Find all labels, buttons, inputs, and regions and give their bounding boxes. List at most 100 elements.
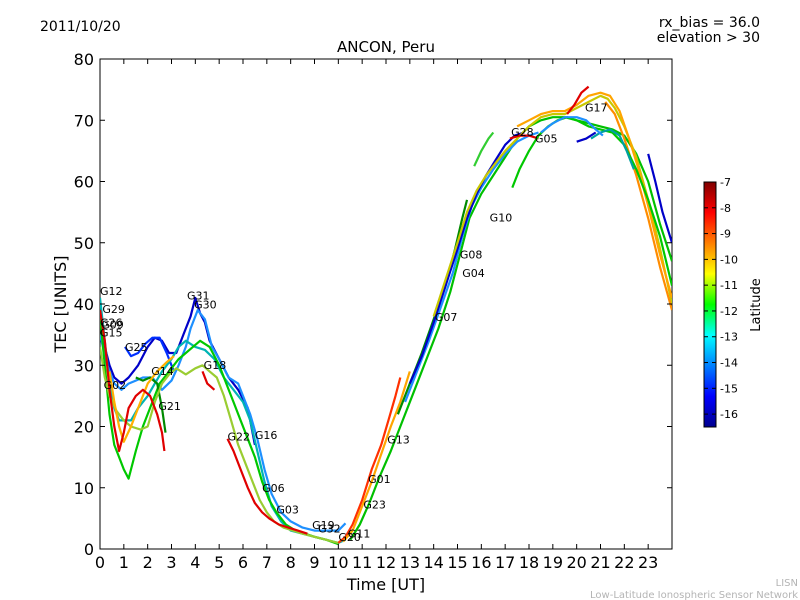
colorbar	[703, 181, 717, 428]
series-line-13	[349, 116, 672, 541]
y-tick-label: 60	[74, 173, 94, 192]
x-tick-label: 14	[423, 553, 443, 572]
series-line-5	[135, 376, 167, 433]
series-layer	[100, 85, 672, 546]
chart-title: ANCON, Peru	[337, 38, 435, 56]
series-line-25	[576, 131, 597, 143]
series-line-11	[337, 377, 402, 544]
satellite-label: G20	[338, 531, 361, 544]
x-tick-label: 9	[309, 553, 319, 572]
satellite-label: G29	[102, 303, 125, 316]
satellite-label: G04	[462, 267, 485, 280]
satellite-label: G26	[100, 317, 123, 330]
x-tick-label: 12	[376, 553, 396, 572]
x-tick-label: 19	[543, 553, 563, 572]
x-tick-label: 17	[495, 553, 515, 572]
x-tick-label: 21	[590, 553, 610, 572]
y-tick-label: 10	[74, 479, 94, 498]
colorbar-tick-label: -13	[720, 331, 738, 344]
axes-layer: 0 1 2 3 4 5 6 7 8 9 10 11 12 13 14 15 16 17 18 19 20 21 22 2301…	[74, 50, 672, 572]
series-line-8	[100, 309, 166, 453]
colorbar-tick-label: -16	[720, 408, 738, 421]
series-line-22	[511, 116, 672, 286]
date-label: 2011/10/20	[40, 19, 121, 35]
satellite-label: G14	[151, 365, 174, 378]
x-tick-label: 15	[447, 553, 467, 572]
colorbar-tick-label: -15	[720, 382, 738, 395]
y-tick-label: 80	[74, 50, 94, 69]
series-line-10	[226, 438, 308, 535]
series-line-24	[540, 116, 604, 137]
satellite-label: G07	[435, 311, 458, 324]
y-tick-label: 30	[74, 356, 94, 375]
x-tick-label: 20	[566, 553, 586, 572]
colorbar-tick-label: -12	[720, 305, 738, 318]
colorbar-tick-label: -11	[720, 279, 738, 292]
satellite-label: G23	[363, 499, 386, 512]
x-tick-label: 16	[471, 553, 491, 572]
satellite-label: G02	[104, 379, 127, 392]
satellite-label: G11	[348, 527, 371, 540]
series-line-4	[100, 316, 339, 546]
satellite-label: G13	[387, 434, 410, 447]
satellite-label: G12	[100, 285, 123, 298]
series-line-19	[604, 101, 672, 311]
y-axis-label: TEC [UNITS]	[51, 256, 70, 354]
x-tick-label: 8	[286, 553, 296, 572]
series-line-27	[473, 131, 495, 167]
satellite-label: G09	[101, 319, 124, 332]
satellite-label: G06	[262, 482, 285, 495]
footer-network: Low-Latitude Ionospheric Sensor Network	[590, 590, 798, 600]
x-tick-label: 1	[119, 553, 129, 572]
satellite-label: G17	[585, 102, 608, 115]
x-tick-label: 5	[214, 553, 224, 572]
x-tick-label: 7	[262, 553, 272, 572]
satellite-label: G22	[228, 431, 251, 444]
colorbar-tick-label: -10	[720, 253, 738, 266]
colorbar-tick-label: -7	[720, 176, 731, 189]
series-line-9	[201, 370, 216, 391]
satellite-label: G10	[490, 211, 513, 224]
x-tick-label: 18	[519, 553, 539, 572]
colorbar-tick-label: -8	[720, 202, 731, 215]
satellite-label: G08	[460, 249, 483, 262]
x-tick-label: 2	[143, 553, 153, 572]
x-tick-label: 6	[238, 553, 248, 572]
footer-lisn: LISN	[776, 578, 798, 589]
satellite-label: G16	[255, 429, 278, 442]
satellite-label: G28	[511, 126, 534, 139]
x-axis-label: Time [UT]	[346, 575, 425, 594]
x-tick-label: 11	[352, 553, 372, 572]
series-line-20	[566, 85, 590, 115]
satellite-label: G01	[368, 473, 391, 486]
x-tick-label: 23	[638, 553, 658, 572]
satellite-label: G18	[204, 359, 227, 372]
satellite-label: G03	[276, 503, 299, 516]
x-tick-label: 3	[166, 553, 176, 572]
colorbar-label: Latitude	[749, 278, 764, 332]
y-tick-label: 20	[74, 418, 94, 437]
satellite-label: G19	[312, 519, 335, 532]
colorbar-tick-label: -9	[720, 228, 731, 241]
series-line-26	[647, 153, 672, 244]
series-line-21	[509, 134, 539, 140]
satellite-label: G30	[194, 298, 217, 311]
x-tick-label: 4	[190, 553, 200, 572]
satellite-label: G15	[100, 326, 123, 339]
y-tick-label: 40	[74, 295, 94, 314]
satellite-label: G21	[158, 400, 181, 413]
elevation-label: elevation > 30	[657, 30, 760, 46]
series-line-12	[342, 371, 411, 543]
x-tick-label: 22	[614, 553, 634, 572]
series-line-7	[108, 355, 175, 443]
colorbar-tick-label: -14	[720, 357, 738, 370]
x-tick-label: 0	[95, 553, 105, 572]
satellite-label: G31	[187, 290, 210, 303]
satellite-label: G25	[125, 341, 148, 354]
series-line-16	[408, 131, 525, 385]
y-tick-label: 50	[74, 234, 94, 253]
series-line-2	[100, 309, 347, 532]
rx-bias-label: rx_bias = 36.0	[659, 15, 760, 31]
